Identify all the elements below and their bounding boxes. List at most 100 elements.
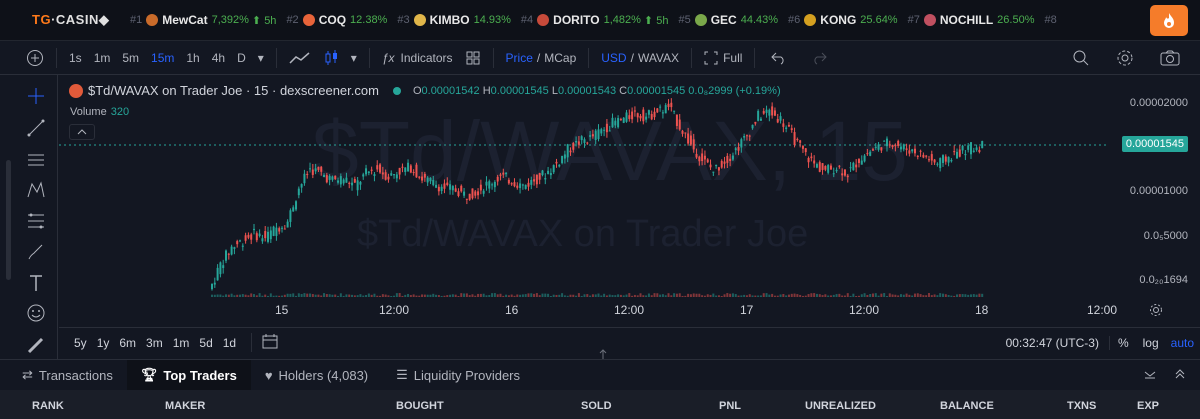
candle-body <box>331 176 334 180</box>
range-1y[interactable]: 1y <box>96 335 110 350</box>
chart-type-chevron-icon[interactable]: ▾ <box>350 50 357 65</box>
candle-body <box>779 116 782 121</box>
ticker-age: ⬆ 5h <box>251 14 277 27</box>
volume-bar <box>261 295 264 297</box>
camera-icon[interactable] <box>1154 50 1186 66</box>
range-6m[interactable]: 6m <box>119 335 137 350</box>
range-5y[interactable]: 5y <box>74 335 87 350</box>
candle-body <box>561 155 564 164</box>
live-status-dot-icon <box>392 86 401 95</box>
log-toggle[interactable]: log <box>1142 335 1159 350</box>
volume-bar <box>759 295 762 297</box>
add-symbol-button[interactable] <box>20 49 50 67</box>
price-chart[interactable]: $Td/WAVAX, 15 $Td/WAVAX on Trader Joe $T… <box>59 75 1200 359</box>
text-tool-icon[interactable] <box>25 272 47 294</box>
col-pnl[interactable]: PNL <box>719 400 741 412</box>
col-rank[interactable]: RANK <box>32 400 64 412</box>
auto-toggle[interactable]: auto <box>1170 335 1194 350</box>
candle-body <box>253 228 256 231</box>
ticker-item-mewcat[interactable]: #1 MewCat 7,392% ⬆ 5h <box>130 13 276 27</box>
col-bought[interactable]: BOUGHT <box>396 400 444 412</box>
ticker-rank: #5 <box>678 14 691 26</box>
range-1d[interactable]: 1d <box>222 335 237 350</box>
tab-top-traders[interactable]: 🏆︎ Top Traders <box>126 359 251 391</box>
horizontal-lines-icon[interactable] <box>25 149 47 171</box>
ticker-change: 1,482% <box>603 14 641 26</box>
fullscreen-button[interactable]: Full <box>698 51 748 65</box>
crosshair-icon[interactable] <box>25 85 47 107</box>
ticker-item-kimbo[interactable]: #3 KIMBO 14.93% <box>397 13 511 27</box>
volume-bar <box>659 294 662 297</box>
emoji-icon[interactable] <box>25 302 47 324</box>
quick-search-icon[interactable] <box>1066 49 1096 67</box>
currency-toggle[interactable]: USD / WAVAX <box>601 50 680 65</box>
layouts-grid-icon[interactable] <box>459 50 487 66</box>
ruler-icon[interactable] <box>25 335 47 357</box>
axis-settings-gear-icon[interactable] <box>1149 303 1163 320</box>
percent-toggle[interactable]: % <box>1117 335 1129 350</box>
fib-retracement-icon[interactable] <box>25 210 47 232</box>
range-1m[interactable]: 1m <box>172 335 190 350</box>
ticker-item-nochill[interactable]: #7 NOCHILL 26.50% <box>908 13 1035 27</box>
pattern-icon[interactable] <box>25 179 47 201</box>
ticker-item-gec[interactable]: #5 GEC 44.43% <box>678 13 778 27</box>
col-exp[interactable]: EXP <box>1137 400 1160 412</box>
ticker-item-kong[interactable]: #6 KONG 25.64% <box>788 13 898 27</box>
ticker-item-coq[interactable]: #2 COQ 12.38% <box>286 13 387 27</box>
volume-bar <box>351 294 354 297</box>
line-chart-icon[interactable] <box>283 51 317 65</box>
brush-icon[interactable] <box>25 241 47 263</box>
candle-body <box>376 165 379 170</box>
candle-body <box>580 136 583 141</box>
candle-body <box>835 169 838 172</box>
tg-casino-logo[interactable]: TG·CASIN◆ <box>32 12 130 28</box>
undo-icon[interactable] <box>765 51 793 65</box>
indicators-button[interactable]: ƒx Indicators <box>376 51 459 65</box>
tab-liquidity-providers[interactable]: ☰ Liquidity Providers <box>382 360 534 391</box>
mcap-label: MCap <box>544 50 577 65</box>
clock-timezone[interactable]: 00:32:47 (UTC-3) <box>996 335 1110 350</box>
tab-transactions[interactable]: ⇄ Transactions <box>0 360 127 391</box>
candle-body <box>247 234 250 238</box>
volume-bar <box>969 294 972 297</box>
range-5d[interactable]: 5d <box>199 335 213 350</box>
col-balance[interactable]: BALANCE <box>940 400 994 412</box>
range-3m[interactable]: 3m <box>146 335 163 350</box>
interval-5m[interactable]: 5m <box>122 50 140 65</box>
ticker-item-dorito[interactable]: #4 DORITO 1,482% ⬆ 5h <box>521 13 669 27</box>
redo-icon[interactable] <box>805 51 833 65</box>
interval-D[interactable]: D <box>237 50 246 65</box>
goto-date-icon[interactable] <box>251 333 278 352</box>
interval-1m[interactable]: 1m <box>93 50 111 65</box>
candles-icon[interactable] <box>317 49 345 66</box>
interval-1s[interactable]: 1s <box>69 50 82 65</box>
price-mcap-toggle[interactable]: Price / MCap <box>505 50 577 65</box>
col-unrealized[interactable]: UNREALIZED <box>805 400 876 412</box>
time-label-1200-b: 12:00 <box>614 303 645 317</box>
volume-bar <box>530 293 533 297</box>
candle-body <box>219 262 222 275</box>
col-sold[interactable]: SOLD <box>581 400 612 412</box>
interval-15m[interactable]: 15m <box>151 50 175 65</box>
interval-1h[interactable]: 1h <box>186 50 200 65</box>
volume-bar <box>577 293 580 297</box>
volume-bar <box>877 295 880 297</box>
candle-body <box>913 148 916 154</box>
col-maker[interactable]: MAKER <box>165 400 206 412</box>
price-axis[interactable]: 0.00002000 0.00001545 0.00001000 0.0₅500… <box>1110 75 1200 313</box>
interval-dropdown-chevron-icon[interactable]: ▾ <box>257 50 264 65</box>
ticker-rank: #6 <box>788 14 801 26</box>
hot-button[interactable] <box>1150 5 1188 36</box>
settings-gear-icon[interactable] <box>1110 49 1140 67</box>
minimize-icon[interactable] <box>1144 368 1156 383</box>
expand-up-icon[interactable] <box>1174 368 1186 383</box>
volume-bar <box>295 295 298 297</box>
toolbar-scroll-strip[interactable] <box>6 160 11 280</box>
collapse-legend-button[interactable] <box>69 124 95 140</box>
trend-line-icon[interactable] <box>25 117 47 139</box>
time-axis[interactable]: 15 12:00 16 12:00 17 12:00 18 12:00 <box>59 299 1200 321</box>
tab-holders[interactable]: ♥ Holders (4,083) <box>251 360 382 391</box>
interval-4h[interactable]: 4h <box>211 50 226 65</box>
candle-body <box>337 180 340 183</box>
col-txns[interactable]: TXNS <box>1067 400 1097 412</box>
